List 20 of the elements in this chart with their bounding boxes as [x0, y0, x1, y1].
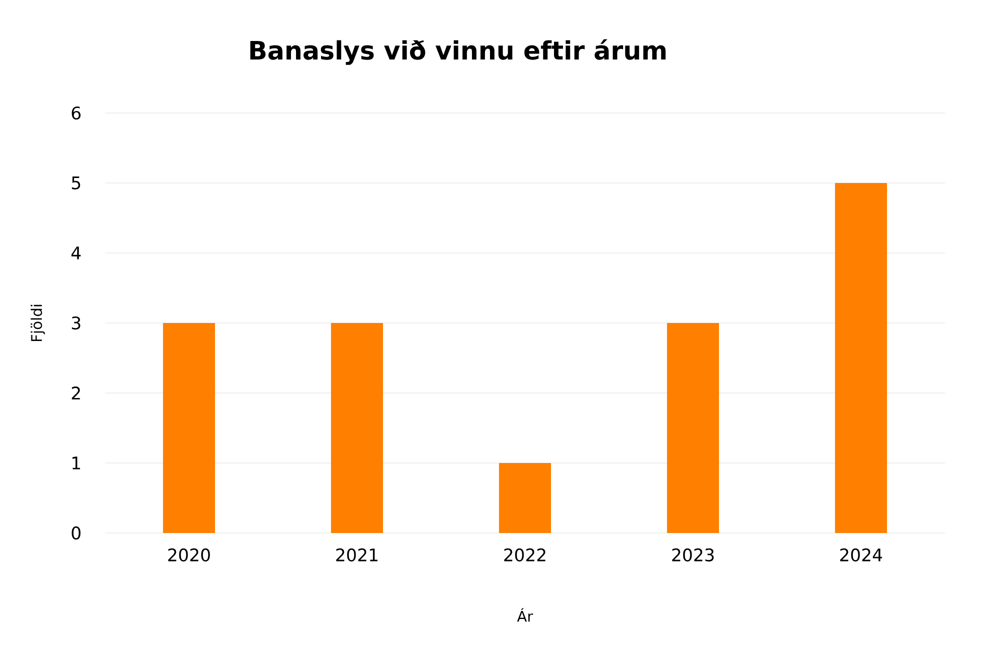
bar — [331, 322, 384, 533]
y-tick-label: 6 — [72, 106, 81, 120]
y-axis-title: Fjöldi — [30, 304, 45, 342]
x-tick-label: 2020 — [168, 548, 210, 562]
bar — [834, 182, 887, 533]
y-tick-label: 0 — [72, 526, 80, 540]
chart-title: Banaslys við vinnu eftir árum — [250, 39, 666, 65]
x-tick-label: 2023 — [672, 548, 714, 562]
bar — [499, 462, 552, 533]
x-tick-label: 2022 — [504, 548, 546, 562]
x-axis-title: Ár — [517, 608, 534, 622]
x-tick-label: 2021 — [336, 548, 378, 562]
x-tick-label: 2024 — [840, 548, 882, 562]
y-tick-label: 4 — [71, 246, 81, 260]
bar — [163, 322, 216, 533]
y-tick-label: 1 — [72, 456, 80, 470]
y-tick-label: 3 — [72, 316, 80, 330]
y-tick-label: 5 — [72, 176, 80, 190]
y-tick-label: 2 — [72, 386, 80, 400]
bar — [667, 322, 719, 533]
